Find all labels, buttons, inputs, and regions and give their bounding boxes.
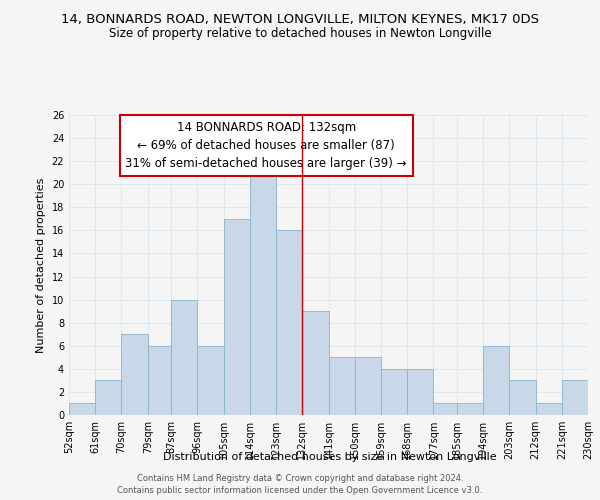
Text: Contains HM Land Registry data © Crown copyright and database right 2024.
Contai: Contains HM Land Registry data © Crown c… xyxy=(118,474,482,495)
Bar xyxy=(302,311,329,415)
Text: 14 BONNARDS ROAD: 132sqm
← 69% of detached houses are smaller (87)
31% of semi-d: 14 BONNARDS ROAD: 132sqm ← 69% of detach… xyxy=(125,121,407,170)
Bar xyxy=(483,346,509,415)
Bar xyxy=(588,404,600,415)
Bar xyxy=(171,300,197,415)
Bar xyxy=(69,404,95,415)
Bar xyxy=(148,346,171,415)
Bar xyxy=(509,380,536,415)
Bar xyxy=(457,404,483,415)
Bar xyxy=(536,404,562,415)
Text: Size of property relative to detached houses in Newton Longville: Size of property relative to detached ho… xyxy=(109,28,491,40)
Bar xyxy=(329,358,355,415)
Bar xyxy=(121,334,148,415)
Bar xyxy=(407,369,433,415)
Bar xyxy=(433,404,457,415)
Y-axis label: Number of detached properties: Number of detached properties xyxy=(36,178,46,352)
Bar xyxy=(197,346,224,415)
Bar xyxy=(276,230,302,415)
Text: 14, BONNARDS ROAD, NEWTON LONGVILLE, MILTON KEYNES, MK17 0DS: 14, BONNARDS ROAD, NEWTON LONGVILLE, MIL… xyxy=(61,12,539,26)
Bar xyxy=(95,380,121,415)
Bar xyxy=(562,380,588,415)
Bar xyxy=(381,369,407,415)
Bar xyxy=(224,219,250,415)
Bar xyxy=(355,358,381,415)
Text: Distribution of detached houses by size in Newton Longville: Distribution of detached houses by size … xyxy=(163,452,497,462)
Bar xyxy=(250,172,276,415)
